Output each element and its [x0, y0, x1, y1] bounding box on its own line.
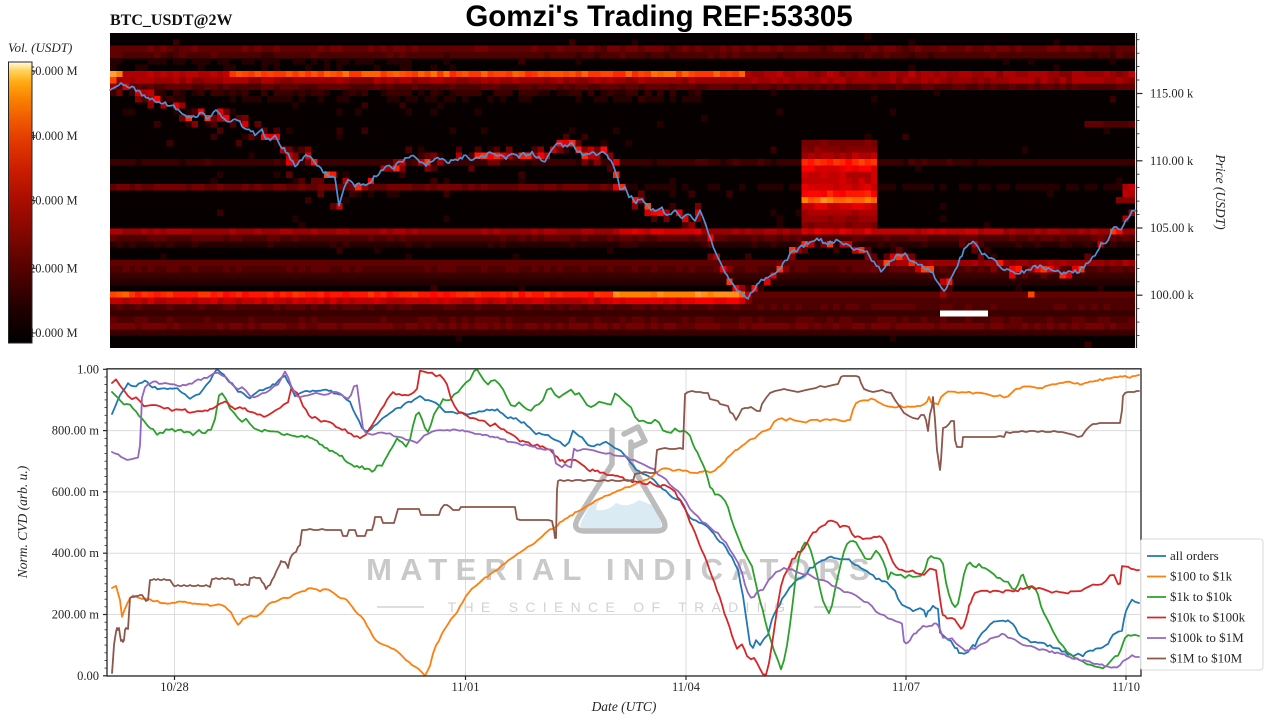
svg-text:Price (USDT): Price (USDT) [1213, 153, 1228, 230]
svg-text:105.00 k: 105.00 k [1150, 221, 1195, 235]
svg-text:10/28: 10/28 [160, 680, 188, 694]
svg-text:$1M to $10M: $1M to $10M [1170, 651, 1243, 666]
svg-text:THE SCIENCE OF TRADING: THE SCIENCE OF TRADING [448, 599, 793, 615]
svg-text:115.00 k: 115.00 k [1150, 87, 1194, 101]
svg-text:BTC_USDT@2W: BTC_USDT@2W [110, 12, 232, 29]
svg-text:800.00 m: 800.00 m [52, 424, 100, 438]
svg-text:100.00 k: 100.00 k [1150, 288, 1195, 302]
svg-text:$100k to $1M: $100k to $1M [1170, 630, 1244, 645]
svg-text:$10k to $100k: $10k to $100k [1170, 610, 1246, 625]
svg-text:11/07: 11/07 [892, 680, 920, 694]
svg-text:$1k to $10k: $1k to $10k [1170, 589, 1233, 604]
svg-text:20.000 M: 20.000 M [29, 261, 78, 275]
svg-text:$100 to $1k: $100 to $1k [1170, 569, 1233, 584]
svg-text:11/01: 11/01 [451, 680, 479, 694]
svg-text:11/10: 11/10 [1112, 680, 1140, 694]
svg-text:1.00: 1.00 [77, 362, 99, 376]
svg-text:11/04: 11/04 [672, 680, 701, 694]
svg-text:30.000 M: 30.000 M [29, 194, 78, 208]
svg-text:Vol. (USDT): Vol. (USDT) [8, 40, 72, 55]
svg-text:400.00 m: 400.00 m [52, 546, 100, 560]
svg-text:50.000 M: 50.000 M [29, 64, 78, 78]
svg-text:200.00 m: 200.00 m [52, 608, 100, 622]
svg-text:600.00 m: 600.00 m [52, 485, 100, 499]
svg-text:110.00 k: 110.00 k [1150, 154, 1194, 168]
svg-text:MATERIAL INDICATORS: MATERIAL INDICATORS [366, 552, 878, 587]
svg-text:Norm. CVD (arb. u.): Norm. CVD (arb. u.) [15, 465, 30, 579]
svg-text:0.00: 0.00 [77, 669, 99, 683]
svg-text:40.000 M: 40.000 M [29, 129, 78, 143]
svg-text:Date (UTC): Date (UTC) [591, 699, 657, 714]
svg-text:all orders: all orders [1170, 548, 1219, 563]
svg-text:Gomzi's Trading REF:53305: Gomzi's Trading REF:53305 [465, 0, 852, 33]
svg-text:10.000 M: 10.000 M [29, 326, 78, 340]
